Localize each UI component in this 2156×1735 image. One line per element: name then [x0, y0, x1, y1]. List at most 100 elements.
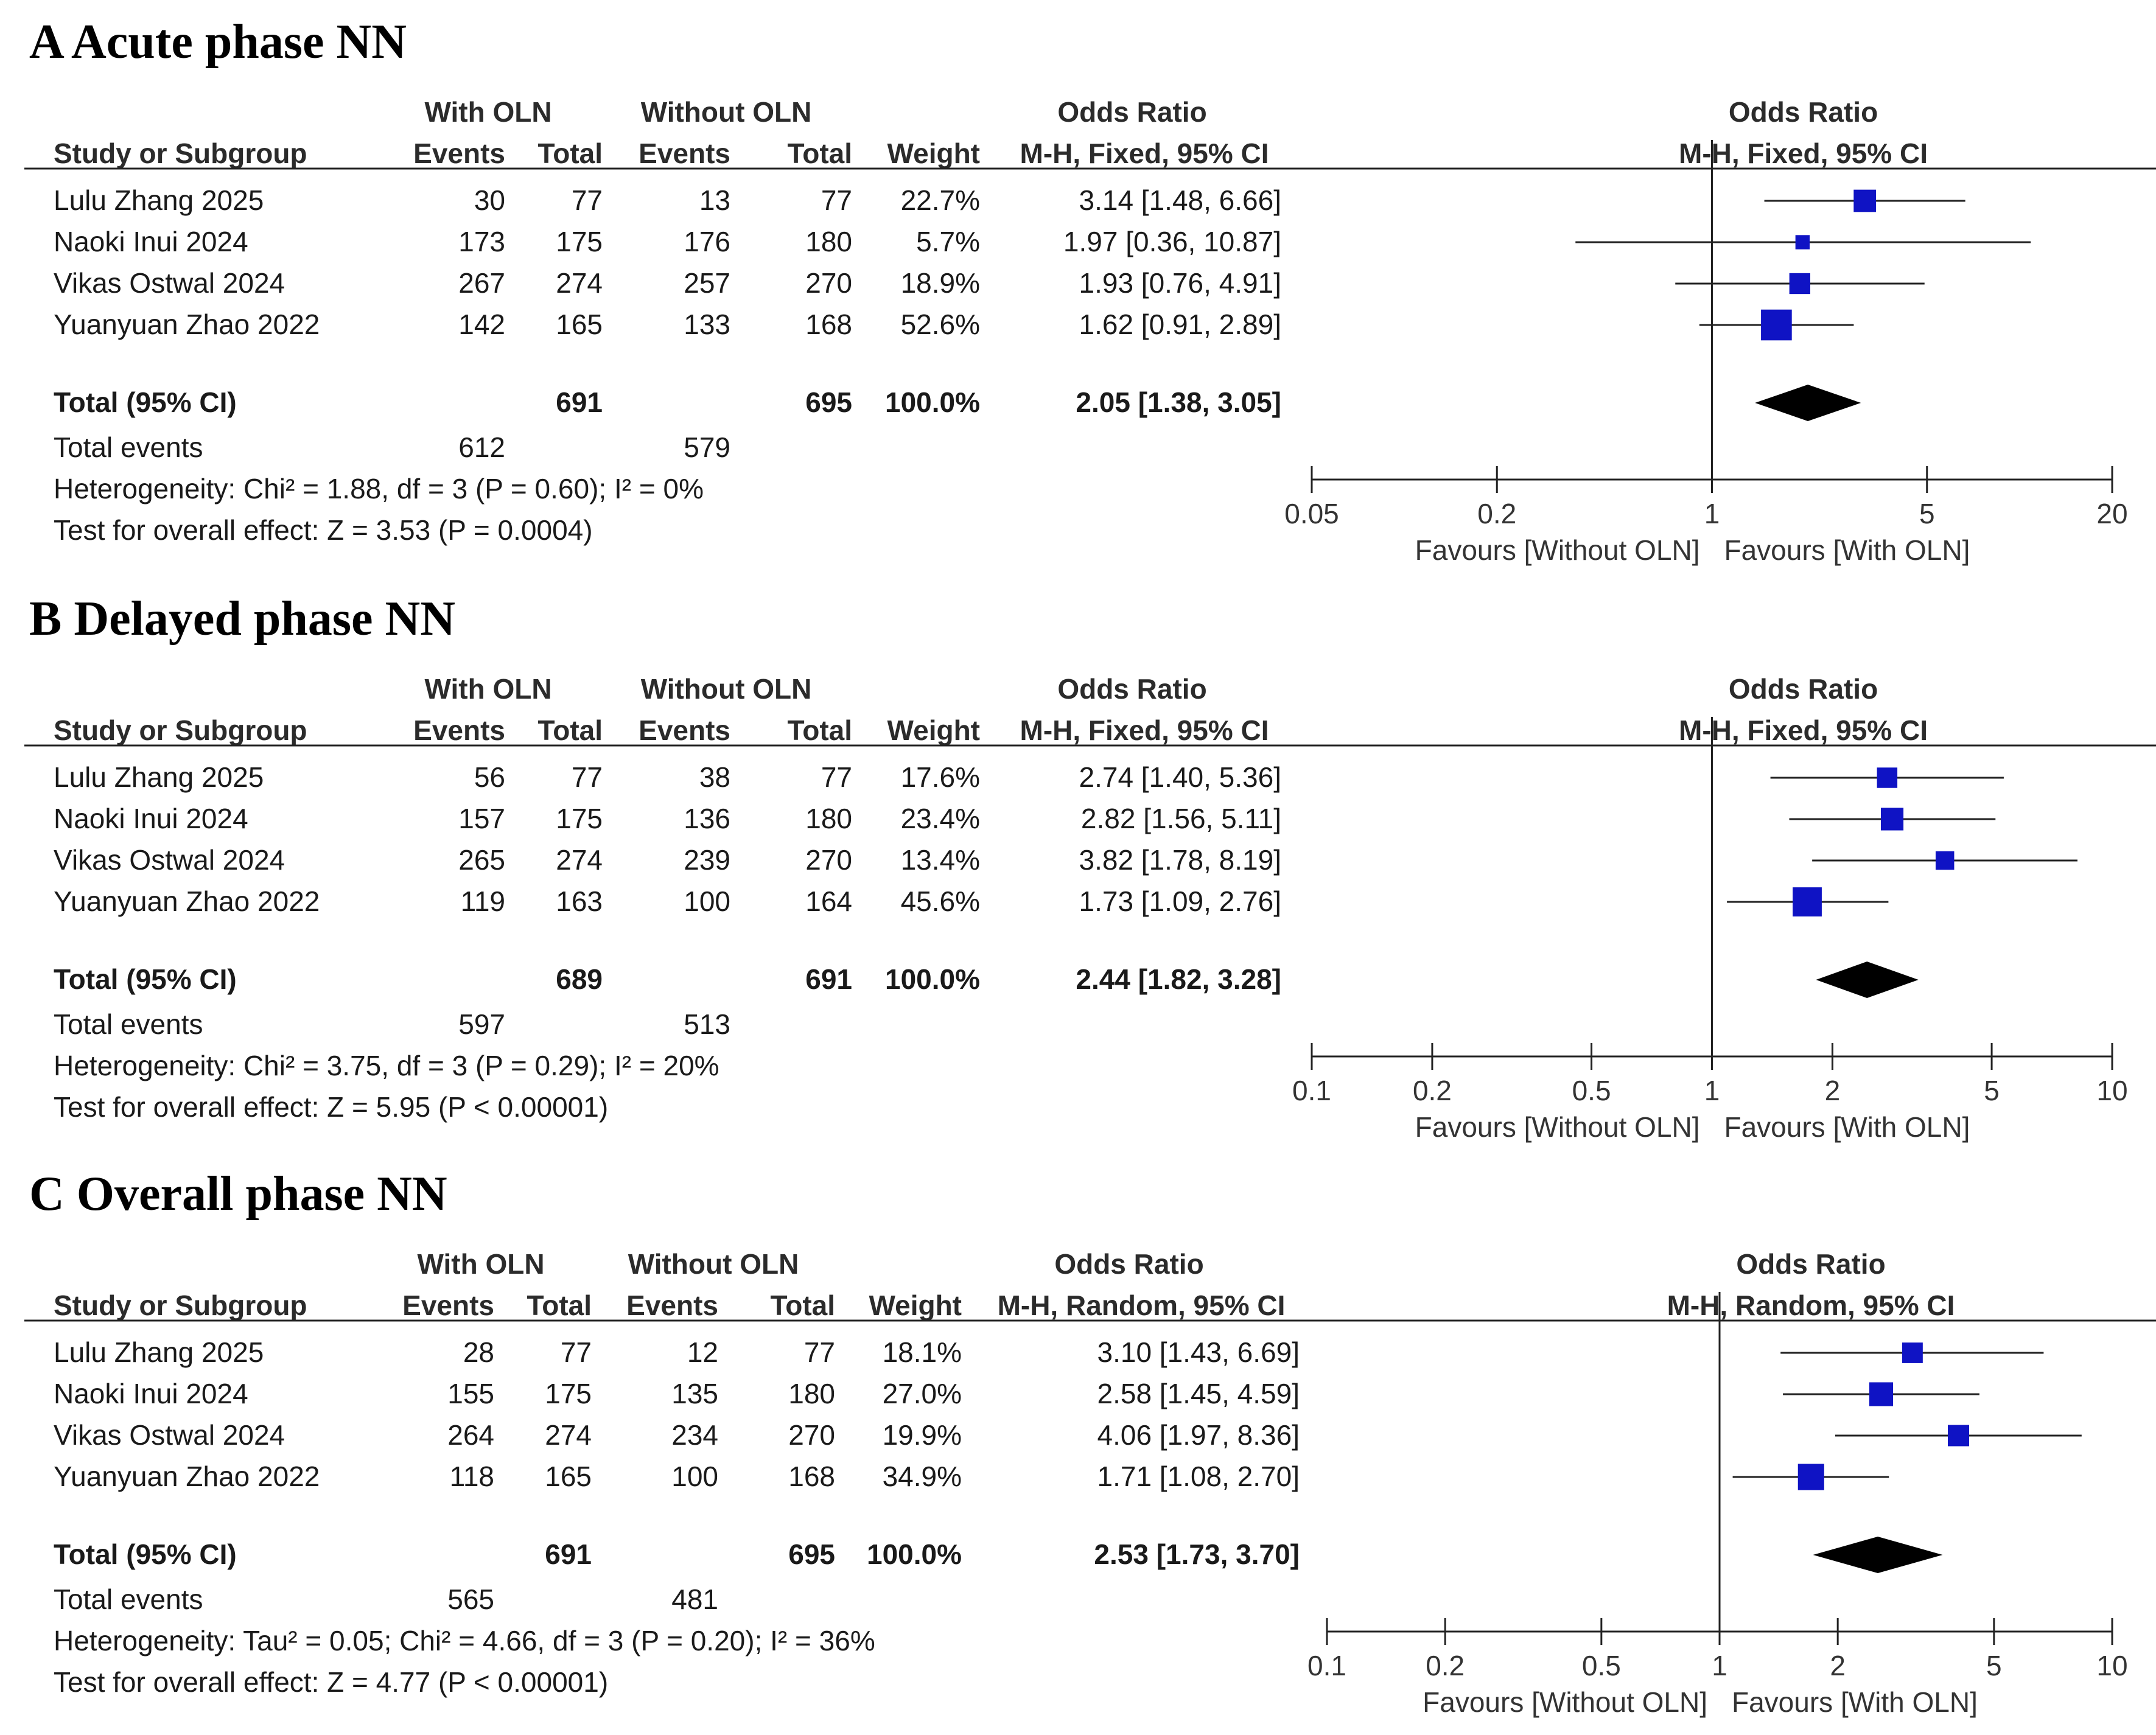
study-row: Yuanyuan Zhao 2022 142 165 133 168 52.6% 1.62 …	[54, 309, 1854, 341]
odds-ratio-ci: 3.10 [1.43, 6.69]	[1097, 1336, 1300, 1368]
x-tick-label: 10	[2096, 1650, 2127, 1681]
events-with: 267	[458, 267, 505, 299]
weight-value: 5.7%	[916, 226, 980, 257]
forest-effect-header: Odds Ratio	[1729, 96, 1878, 128]
study-row: Vikas Ostwal 2024 267 274 257 270 18.9% 1.93 […	[54, 267, 1925, 299]
weight-value: 19.9%	[883, 1419, 962, 1451]
total-without: 270	[805, 267, 852, 299]
events-with: 118	[450, 1461, 494, 1492]
x-tick-label: 0.5	[1572, 1075, 1611, 1106]
panel-title: B Delayed phase NN	[29, 592, 455, 646]
point-estimate-square	[1789, 273, 1810, 295]
heterogeneity-text: Heterogeneity: Chi² = 3.75, df = 3 (P = …	[54, 1050, 719, 1081]
study-name: Lulu Zhang 2025	[54, 184, 264, 216]
method-header: M-H, Fixed, 95% CI	[1020, 714, 1269, 746]
total-without: 77	[804, 1336, 835, 1368]
total-odds-ratio-ci: 2.53 [1.73, 3.70]	[1094, 1538, 1300, 1570]
odds-ratio-ci: 1.62 [0.91, 2.89]	[1079, 309, 1282, 340]
total-without: 180	[805, 803, 852, 834]
events-without: 133	[684, 309, 730, 340]
events-with: 56	[474, 761, 505, 793]
total-without: 168	[788, 1461, 835, 1492]
study-row: Lulu Zhang 2025 30 77 13 77 22.7% 3.14 [1.48, …	[54, 184, 1965, 216]
point-estimate-square	[1935, 851, 1955, 870]
favours-left-label: Favours [Without OLN]	[1415, 534, 1700, 566]
x-tick-label: 5	[1986, 1650, 2002, 1681]
favours-left-label: Favours [Without OLN]	[1415, 1111, 1700, 1143]
point-estimate-square	[1761, 309, 1792, 341]
study-name: Naoki Inui 2024	[54, 226, 248, 257]
total-events-label: Total events	[54, 1008, 203, 1040]
col-header-total2: Total	[788, 138, 852, 169]
total-with: 175	[545, 1378, 592, 1409]
events-without: 176	[684, 226, 730, 257]
effect-header: Odds Ratio	[1054, 1248, 1203, 1280]
total-without: 180	[788, 1378, 835, 1409]
col-header-total1: Total	[538, 714, 603, 746]
col-header-events2: Events	[639, 138, 730, 169]
forest-panel-a: A Acute phase NN With OLN Without OLN Odds …	[24, 15, 2156, 566]
x-tick-label: 1	[1704, 498, 1720, 529]
x-tick-label: 5	[1984, 1075, 2000, 1106]
total-events-with: 565	[447, 1583, 494, 1615]
total-without: 77	[821, 761, 852, 793]
forest-panel-b: B Delayed phase NN With OLN Without OLN Odd…	[24, 592, 2156, 1143]
study-name: Yuanyuan Zhao 2022	[54, 309, 320, 340]
x-tick-label: 2	[1830, 1650, 1846, 1681]
col-header-events2: Events	[639, 714, 730, 746]
odds-ratio-ci: 2.82 [1.56, 5.11]	[1081, 803, 1281, 834]
study-name: Vikas Ostwal 2024	[54, 844, 285, 876]
study-row: Yuanyuan Zhao 2022 118 165 100 168 34.9% 1.71 …	[54, 1461, 1889, 1492]
point-estimate-square	[1853, 189, 1876, 212]
study-row: Naoki Inui 2024 157 175 136 180 23.4% 2.82 [1.…	[54, 803, 1996, 834]
odds-ratio-ci: 1.73 [1.09, 2.76]	[1079, 885, 1282, 917]
events-without: 239	[684, 844, 730, 876]
events-with: 155	[447, 1378, 494, 1409]
events-with: 265	[458, 844, 505, 876]
weight-value: 52.6%	[901, 309, 980, 340]
study-name: Lulu Zhang 2025	[54, 1336, 264, 1368]
group2-header: Without OLN	[641, 673, 812, 705]
events-without: 136	[684, 803, 730, 834]
method-header: M-H, Fixed, 95% CI	[1020, 138, 1269, 169]
events-without: 100	[684, 885, 730, 917]
point-estimate-square	[1877, 767, 1898, 788]
study-name: Naoki Inui 2024	[54, 803, 248, 834]
total-row: Total (95% CI) 691 695 100.0% 2.53 [1.73, 3.…	[54, 1537, 1943, 1573]
method-header: M-H, Random, 95% CI	[998, 1290, 1286, 1321]
total-n-without: 691	[805, 963, 852, 995]
total-without: 77	[821, 184, 852, 216]
x-tick-label: 0.5	[1582, 1650, 1621, 1681]
group1-header: With OLN	[424, 673, 551, 705]
group2-header: Without OLN	[628, 1248, 799, 1280]
heterogeneity-text: Heterogeneity: Tau² = 0.05; Chi² = 4.66,…	[54, 1625, 875, 1656]
total-row: Total (95% CI) 689 691 100.0% 2.44 [1.82, 3.…	[54, 962, 1919, 998]
group2-header: Without OLN	[641, 96, 812, 128]
total-with: 77	[572, 184, 603, 216]
total-label: Total (95% CI)	[54, 1538, 237, 1570]
events-without: 257	[684, 267, 730, 299]
odds-ratio-ci: 3.82 [1.78, 8.19]	[1079, 844, 1282, 876]
favours-right-label: Favours [With OLN]	[1724, 534, 1970, 566]
weight-value: 18.9%	[901, 267, 980, 299]
total-events-with: 597	[458, 1008, 505, 1040]
col-header-events1: Events	[413, 714, 505, 746]
total-without: 270	[788, 1419, 835, 1451]
col-header-total1: Total	[527, 1290, 592, 1321]
events-with: 173	[458, 226, 505, 257]
x-tick-label: 20	[2096, 498, 2127, 529]
odds-ratio-ci: 1.93 [0.76, 4.91]	[1079, 267, 1282, 299]
total-weight: 100.0%	[867, 1538, 962, 1570]
forest-method-header: M-H, Random, 95% CI	[1667, 1290, 1955, 1321]
total-weight: 100.0%	[885, 963, 980, 995]
study-row: Vikas Ostwal 2024 265 274 239 270 13.4% 3.82 […	[54, 844, 2077, 876]
total-with: 274	[545, 1419, 592, 1451]
x-tick-label: 0.2	[1477, 498, 1516, 529]
pooled-estimate-diamond	[1813, 1537, 1943, 1573]
col-header-weight: Weight	[887, 138, 980, 169]
x-tick-label: 0.1	[1292, 1075, 1331, 1106]
study-row: Naoki Inui 2024 155 175 135 180 27.0% 2.58 [1.…	[54, 1378, 1979, 1409]
odds-ratio-ci: 3.14 [1.48, 6.66]	[1079, 184, 1282, 216]
total-without: 168	[805, 309, 852, 340]
x-tick-label: 1	[1712, 1650, 1727, 1681]
